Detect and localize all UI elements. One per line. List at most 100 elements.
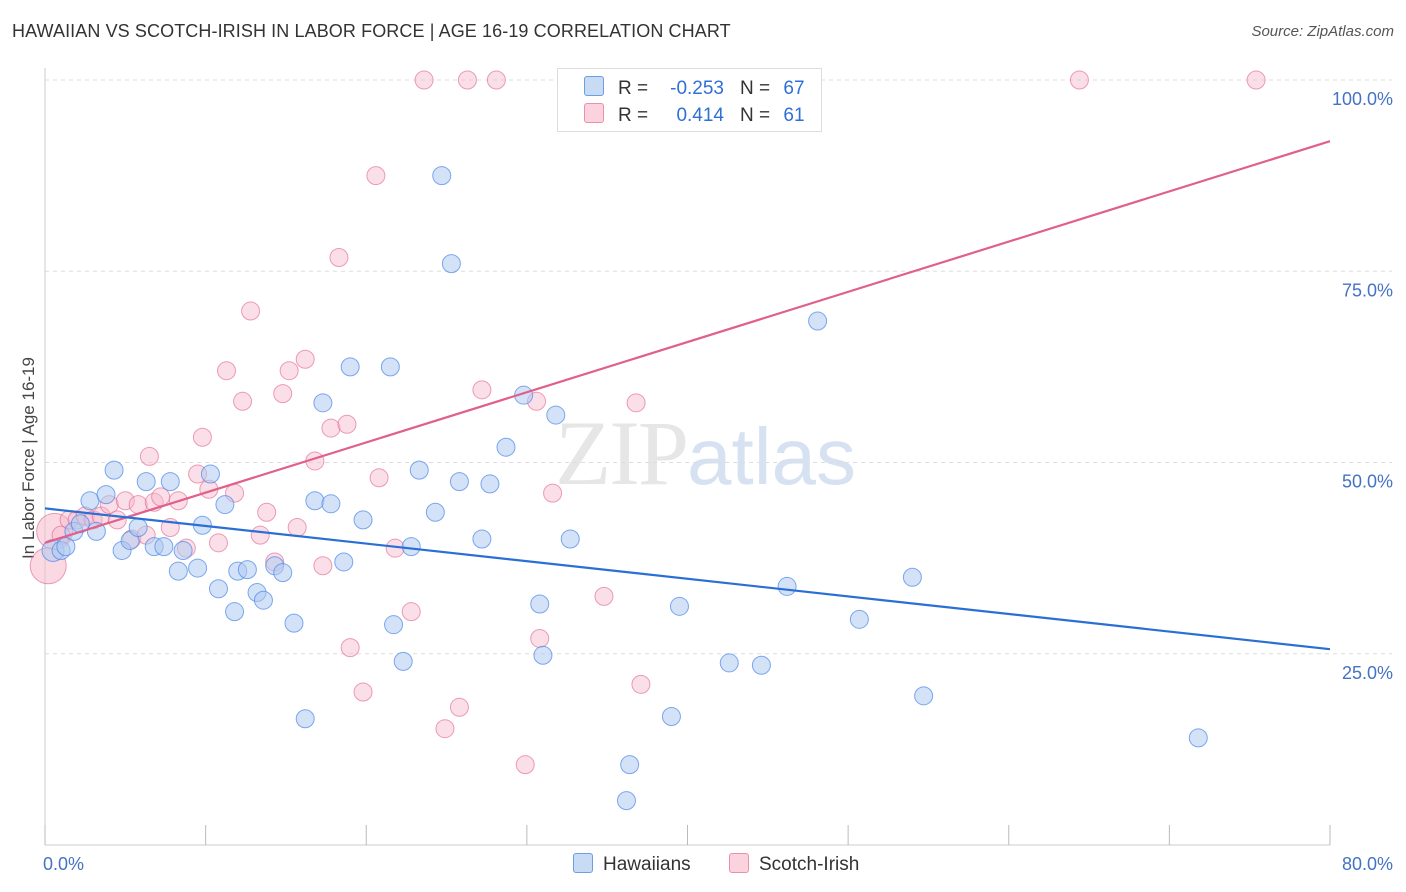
hawaiian-point: [334, 552, 354, 572]
hawaiian-point: [380, 357, 400, 377]
scotch-irish-swatch: [729, 853, 749, 873]
hawaiian-point: [849, 609, 869, 629]
scotch-irish-point: [449, 697, 469, 717]
legend-label-scotch-irish: Scotch-Irish: [759, 854, 860, 875]
tick-labels: 25.0% 50.0% 75.0% 100.0% 0.0% 80.0%: [43, 89, 1393, 874]
hawaiian-point: [777, 576, 797, 596]
hawaiian-point: [136, 472, 156, 492]
x-tick-label: 0.0%: [43, 854, 84, 874]
hawaiian-point: [425, 502, 445, 522]
x-tick-label: 80.0%: [1342, 854, 1393, 874]
hawaiian-point: [253, 590, 273, 610]
hawaiian-point: [188, 558, 208, 578]
hawaiian-point: [472, 529, 492, 549]
hawaiian-point: [401, 537, 421, 557]
scotch-irish-point: [414, 70, 434, 90]
scotch-irish-point: [337, 414, 357, 434]
watermark: ZIPatlas: [555, 400, 856, 506]
legend-r-label: R =: [618, 78, 649, 99]
legend-r-label: R =: [618, 105, 649, 126]
hawaiian-point: [225, 602, 245, 622]
hawaiian-point: [808, 311, 828, 331]
source-label: Source: ZipAtlas.com: [1251, 23, 1394, 40]
scotch-irish-point: [457, 70, 477, 90]
hawaiian-point: [719, 653, 739, 673]
scotch-irish-point: [273, 384, 293, 404]
hawaiian-point: [393, 651, 413, 671]
chart-title: HAWAIIAN VS SCOTCH-IRISH IN LABOR FORCE …: [12, 21, 731, 41]
hawaiian-point: [409, 460, 429, 480]
hawaiian-point: [560, 529, 580, 549]
hawaiian-point: [295, 709, 315, 729]
hawaiian-point: [546, 405, 566, 425]
hawaiian-point: [384, 615, 404, 635]
scotch-irish-point: [329, 247, 349, 267]
scotch-irish-trend-line: [44, 140, 1331, 544]
hawaiian-point: [273, 563, 293, 583]
scotch-irish-point: [626, 393, 646, 413]
legend-n-label: N =: [740, 105, 771, 126]
scotch-irish-points: [29, 70, 1266, 775]
hawaiian-point: [168, 561, 188, 581]
hawaiian-point: [154, 537, 174, 557]
hawaiian-point: [449, 472, 469, 492]
legend-label-hawaiians: Hawaiians: [603, 854, 691, 875]
hawaiian-point: [215, 495, 235, 515]
watermark-atlas: atlas: [687, 412, 856, 501]
scotch-irish-swatch: [584, 103, 604, 123]
scotch-irish-point: [241, 301, 261, 321]
hawaiian-point: [200, 464, 220, 484]
legend-row-scotch-irish: R = 0.414 N = 61: [584, 103, 808, 127]
legend-n-value: 61: [783, 105, 805, 126]
y-tick-label: 100.0%: [1332, 89, 1393, 109]
y-tick-label: 75.0%: [1342, 280, 1393, 300]
scotch-irish-point: [287, 518, 307, 538]
y-tick-label: 25.0%: [1342, 663, 1393, 683]
hawaiian-point: [237, 560, 257, 580]
scotch-irish-point: [233, 391, 253, 411]
hawaiian-point: [340, 357, 360, 377]
hawaiian-point: [669, 596, 689, 616]
hawaiians-swatch: [584, 76, 604, 96]
scotch-irish-point: [115, 491, 135, 511]
hawaiian-point: [530, 594, 550, 614]
scotch-irish-point: [1069, 70, 1089, 90]
scotch-irish-point: [340, 638, 360, 658]
legend-item-hawaiians[interactable]: Hawaiians: [573, 853, 691, 876]
hawaiian-point: [128, 518, 148, 538]
hawaiian-point: [321, 494, 341, 514]
hawaiian-point: [441, 254, 461, 274]
hawaiian-point: [480, 474, 500, 494]
hawaiian-point: [208, 579, 228, 599]
hawaiian-point: [353, 510, 373, 530]
scotch-irish-point: [366, 166, 386, 186]
scotch-irish-point: [472, 380, 492, 400]
scotch-irish-point: [279, 361, 299, 381]
scotch-irish-point: [401, 602, 421, 622]
hawaiian-point: [751, 655, 771, 675]
hawaiian-point: [914, 686, 934, 706]
hawaiian-point: [56, 537, 76, 557]
hawaiian-point: [160, 472, 180, 492]
scotch-irish-point: [594, 586, 614, 606]
legend-n-label: N =: [740, 78, 771, 99]
scotch-irish-point: [250, 525, 270, 545]
scotch-irish-point: [217, 361, 237, 381]
hawaiians-swatch: [573, 853, 593, 873]
scotch-irish-point: [151, 487, 171, 507]
hawaiian-point: [313, 393, 333, 413]
scotch-irish-point: [353, 682, 373, 702]
scotch-irish-point: [295, 349, 315, 369]
legend-r-value: 0.414: [676, 105, 724, 126]
legend-r-value: -0.253: [670, 78, 724, 99]
legend-n-value: 67: [783, 78, 805, 99]
legend-item-scotch-irish[interactable]: Scotch-Irish: [729, 853, 859, 876]
scotch-irish-point: [631, 674, 651, 694]
scotch-irish-point: [543, 483, 563, 503]
axes: [44, 68, 1331, 846]
scotch-irish-point: [192, 427, 212, 447]
hawaiian-point: [616, 791, 636, 811]
scotch-irish-point: [530, 628, 550, 648]
hawaiian-point: [661, 706, 681, 726]
